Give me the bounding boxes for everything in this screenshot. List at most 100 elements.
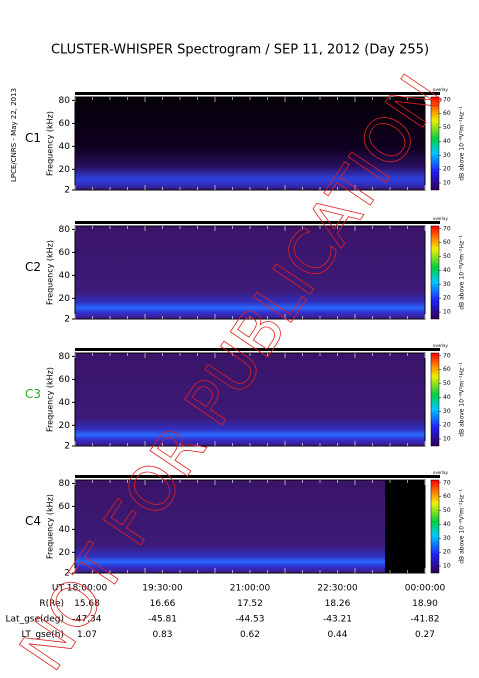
colorbar-tick-label: 40 [443, 267, 451, 274]
colorbar-tick-label: 30 [443, 535, 451, 542]
y-axis-label: Frequency (kHz) [46, 494, 55, 559]
y-tick-label: 60 [59, 375, 71, 385]
colorbar [430, 479, 440, 574]
panels: 2 20 40 60 80 Frequency (kHz) C1 overlay 10 20 30 4… [6, 87, 466, 640]
y-tick-label: 20 [59, 294, 71, 304]
ephemeris-value: -41.82 [410, 615, 439, 625]
y-tick-label: 80 [59, 96, 71, 106]
ephemeris-value: 18.90 [412, 599, 438, 609]
ephemeris-value: 16.66 [150, 599, 176, 609]
ephemeris-value: 22:30:00 [317, 584, 358, 594]
colorbar-title: overlay [433, 343, 448, 348]
spectrogram [75, 353, 425, 446]
spectrogram [75, 97, 425, 190]
colorbar [430, 225, 440, 320]
colorbar-tick-label: 10 [443, 436, 451, 443]
panel-label: C1 [25, 131, 41, 145]
colorbar-tick-label: 50 [443, 124, 451, 131]
y-tick-label: 2 [64, 569, 70, 579]
y-tick-label: 2 [64, 315, 70, 325]
colorbar-tick-label: 20 [443, 422, 451, 429]
ephemeris-value: 0.44 [327, 630, 347, 640]
ephemeris-value: 15.68 [74, 599, 100, 609]
ephemeris-value: 00:00:00 [405, 584, 446, 594]
ephemeris-value: 0.83 [152, 630, 172, 640]
colorbar-title: overlay [433, 470, 448, 475]
ephemeris-value: -43.21 [323, 615, 352, 625]
ephemeris-value: 18:00:00 [67, 584, 108, 594]
ephemeris-value: 18.26 [325, 599, 351, 609]
y-tick-label: 60 [59, 248, 71, 258]
colorbar [430, 352, 440, 447]
colorbar-tick-label: 30 [443, 408, 451, 415]
y-tick-label: 80 [59, 352, 71, 362]
y-tick-label: 80 [59, 225, 71, 235]
ephemeris-value: 19:30:00 [142, 584, 183, 594]
no-data [385, 480, 425, 573]
y-tick-label: 40 [59, 271, 71, 281]
colorbar-label: dB above 10⁻⁸V²m⁻²Hz⁻¹ [459, 235, 466, 310]
colorbar-title: overlay [433, 87, 448, 92]
colorbar-tick-label: 50 [443, 507, 451, 514]
ephemeris-value: -44.53 [235, 615, 264, 625]
panel-label: C2 [25, 260, 41, 274]
colorbar-label: dB above 10⁻⁸V²m⁻²Hz⁻¹ [459, 362, 466, 437]
y-tick-label: 2 [64, 186, 70, 196]
colorbar-tick-label: 10 [443, 309, 451, 316]
y-tick-label: 40 [59, 142, 71, 152]
header-bar [75, 348, 440, 351]
spectrogram [75, 480, 425, 573]
colorbar-tick-label: 10 [443, 180, 451, 187]
colorbar-tick-label: 20 [443, 166, 451, 173]
y-tick-label: 60 [59, 119, 71, 129]
ephemeris-label: UT [52, 584, 65, 594]
colorbar-label: dB above 10⁻⁸V²m⁻²Hz⁻¹ [459, 489, 466, 564]
ephemeris-value: 17.52 [237, 599, 263, 609]
colorbar-label: dB above 10⁻⁸V²m⁻²Hz⁻¹ [459, 106, 466, 181]
colorbar-tick-label: 50 [443, 253, 451, 260]
ephemeris-label: R(Re) [39, 599, 64, 609]
colorbar-tick-label: 60 [443, 110, 451, 117]
ephemeris-value: -45.81 [148, 615, 177, 625]
colorbar-tick-label: 70 [443, 225, 451, 232]
y-tick-label: 20 [59, 165, 71, 175]
colorbar-title: overlay [433, 216, 448, 221]
colorbar-tick-label: 40 [443, 394, 451, 401]
colorbar-tick-label: 70 [443, 352, 451, 359]
header-bar [75, 221, 440, 224]
colorbar-tick-label: 20 [443, 549, 451, 556]
y-tick-label: 20 [59, 548, 71, 558]
y-tick-label: 20 [59, 421, 71, 431]
y-axis-label: Frequency (kHz) [46, 240, 55, 305]
colorbar-tick-label: 50 [443, 380, 451, 387]
colorbar-tick-label: 40 [443, 138, 451, 145]
header-bar [75, 92, 440, 95]
y-axis-label: Frequency (kHz) [46, 111, 55, 176]
ephemeris-value: 0.27 [415, 630, 435, 640]
colorbar-tick-label: 70 [443, 96, 451, 103]
colorbar-tick-label: 60 [443, 239, 451, 246]
ephemeris-value: 1.07 [77, 630, 97, 640]
colorbar-tick-label: 60 [443, 366, 451, 373]
y-tick-label: 40 [59, 525, 71, 535]
y-axis-label: Frequency (kHz) [46, 367, 55, 432]
panel-label: C3 [25, 387, 41, 401]
side-label: LPCE/CNRS - May 22, 2013 [10, 88, 18, 182]
colorbar-tick-label: 60 [443, 493, 451, 500]
colorbar-tick-label: 20 [443, 295, 451, 302]
ephemeris-value: 0.62 [240, 630, 260, 640]
ephemeris-label: LT_gse(h) [22, 630, 64, 640]
colorbar [430, 96, 440, 191]
colorbar-tick-label: 30 [443, 281, 451, 288]
y-tick-label: 80 [59, 479, 71, 489]
y-tick-label: 40 [59, 398, 71, 408]
colorbar-tick-label: 40 [443, 521, 451, 528]
y-tick-label: 2 [64, 442, 70, 452]
y-tick-label: 60 [59, 502, 71, 512]
colorbar-tick-label: 10 [443, 563, 451, 570]
spectrogram [75, 226, 425, 319]
colorbar-tick-label: 30 [443, 152, 451, 159]
header-bar [75, 475, 440, 478]
ephemeris-value: 21:00:00 [230, 584, 271, 594]
